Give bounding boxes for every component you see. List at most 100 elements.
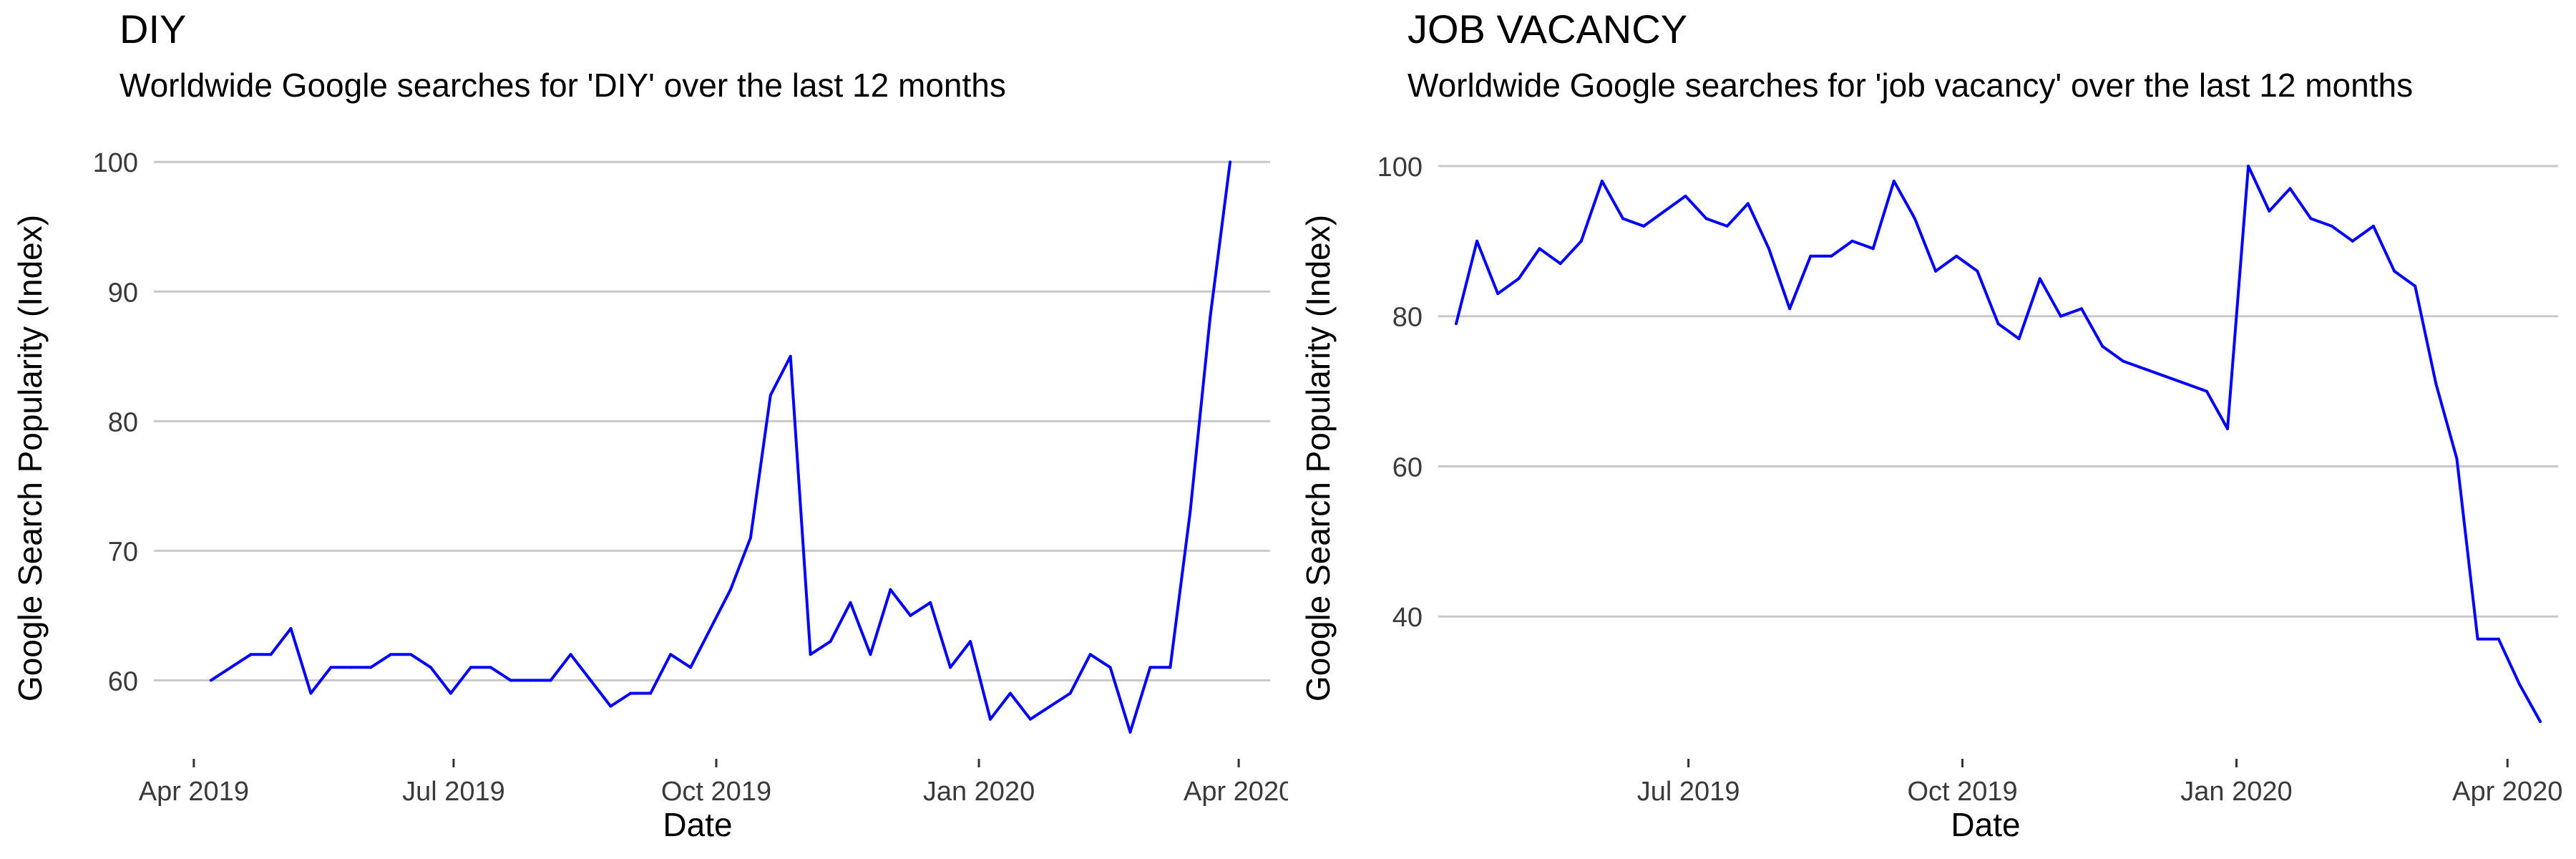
- data-point: [2393, 269, 2396, 273]
- data-point: [869, 653, 872, 656]
- x-tick-label: Oct 2019: [1907, 777, 2017, 807]
- data-point: [1704, 217, 1708, 220]
- data-point: [829, 640, 832, 644]
- data-point: [309, 691, 313, 695]
- data-point: [929, 601, 932, 604]
- data-point: [1558, 262, 1562, 266]
- x-axis-label: Date: [663, 806, 732, 843]
- data-point: [1934, 269, 1938, 273]
- data-point: [2414, 284, 2417, 288]
- data-point: [489, 666, 492, 669]
- data-point: [1454, 322, 1458, 326]
- data-point: [2101, 344, 2104, 348]
- data-point: [1621, 217, 1625, 220]
- data-point: [2080, 307, 2084, 311]
- data-point: [1600, 179, 1604, 183]
- data-point: [909, 613, 912, 617]
- data-point: [369, 666, 373, 669]
- data-point: [529, 679, 532, 682]
- data-point: [2038, 277, 2041, 281]
- x-tick-label: Jan 2020: [2180, 777, 2292, 807]
- data-point: [1913, 217, 1916, 220]
- data-point: [1996, 322, 2000, 326]
- data-point: [1663, 209, 1667, 213]
- data-point: [449, 691, 452, 695]
- data-point: [2205, 389, 2208, 393]
- x-tick-label: Jul 2019: [1637, 777, 1740, 807]
- data-point: [2059, 314, 2062, 318]
- x-tick-label: Jul 2019: [402, 777, 505, 807]
- data-point: [429, 666, 433, 669]
- data-point: [1496, 292, 1500, 296]
- data-point: [1068, 691, 1072, 695]
- data-point: [2517, 682, 2521, 686]
- data-point: [269, 653, 273, 656]
- data-point: [709, 627, 713, 630]
- data-point: [2225, 427, 2229, 431]
- series-line: [210, 161, 1232, 734]
- data-point: [1108, 666, 1112, 669]
- data-point: [649, 691, 653, 695]
- line-chart-diy: 60 70 80 90 100 Apr 2019 Jul 2019 Oct 2019 Jan 2…: [11, 148, 1288, 843]
- data-point: [209, 679, 213, 682]
- data-point: [1850, 239, 1854, 243]
- data-point: [1028, 717, 1032, 721]
- data-point: [1746, 202, 1750, 205]
- data-point: [2351, 239, 2354, 243]
- y-tick-label: 60: [108, 666, 138, 697]
- data-point: [2434, 382, 2438, 386]
- chart-title: JOB VACANCY: [1407, 6, 1688, 52]
- data-point: [2017, 337, 2021, 341]
- y-tick-label: 60: [1392, 452, 1423, 482]
- x-axis-label: Date: [1951, 806, 2020, 843]
- chart-subtitle: Worldwide Google searches for 'DIY' over…: [119, 67, 1006, 104]
- y-axis-label: Google Search Popularity (Index): [11, 215, 49, 702]
- data-point: [1976, 269, 1979, 273]
- data-point: [969, 640, 972, 644]
- data-point: [949, 666, 952, 669]
- data-point: [1830, 254, 1833, 258]
- data-point: [1088, 653, 1092, 656]
- data-point: [989, 717, 992, 721]
- data-point: [389, 653, 393, 656]
- data-point: [1579, 239, 1583, 243]
- x-tick-label: Jan 2020: [923, 777, 1035, 807]
- x-tick-label: Apr 2020: [1184, 777, 1288, 807]
- data-point: [728, 588, 732, 591]
- x-tick-label: Oct 2019: [661, 777, 771, 807]
- data-point: [1955, 254, 1958, 258]
- data-point: [1209, 316, 1212, 319]
- data-point: [2247, 164, 2250, 168]
- data-point: [2330, 224, 2333, 228]
- series-line: [1455, 165, 2542, 722]
- x-tick-label: Apr 2020: [2452, 777, 2562, 807]
- data-point: [1169, 666, 1172, 669]
- data-point: [889, 588, 892, 591]
- y-tick-label: 90: [108, 278, 138, 308]
- data-point: [789, 354, 792, 358]
- data-point: [1475, 239, 1479, 243]
- y-tick-label: 100: [93, 148, 138, 178]
- data-point: [589, 679, 592, 682]
- data-point: [1788, 307, 1792, 311]
- data-point: [1642, 224, 1646, 228]
- data-point: [849, 601, 852, 604]
- data-point: [2288, 187, 2292, 190]
- data-point: [1148, 666, 1152, 669]
- y-tick-label: 100: [1377, 152, 1423, 183]
- data-point: [229, 666, 233, 669]
- data-point: [769, 394, 772, 397]
- data-point: [1725, 224, 1729, 228]
- data-point: [609, 704, 613, 708]
- data-point: [1517, 277, 1521, 281]
- data-point: [509, 679, 512, 682]
- data-point: [1767, 247, 1771, 251]
- y-tick-label: 40: [1392, 603, 1423, 633]
- data-point: [629, 691, 633, 695]
- data-point: [249, 653, 253, 656]
- data-point: [1538, 247, 1541, 251]
- data-point: [2268, 209, 2271, 213]
- y-tick-label: 80: [108, 407, 138, 437]
- data-point: [1048, 704, 1052, 708]
- data-point: [1229, 160, 1232, 164]
